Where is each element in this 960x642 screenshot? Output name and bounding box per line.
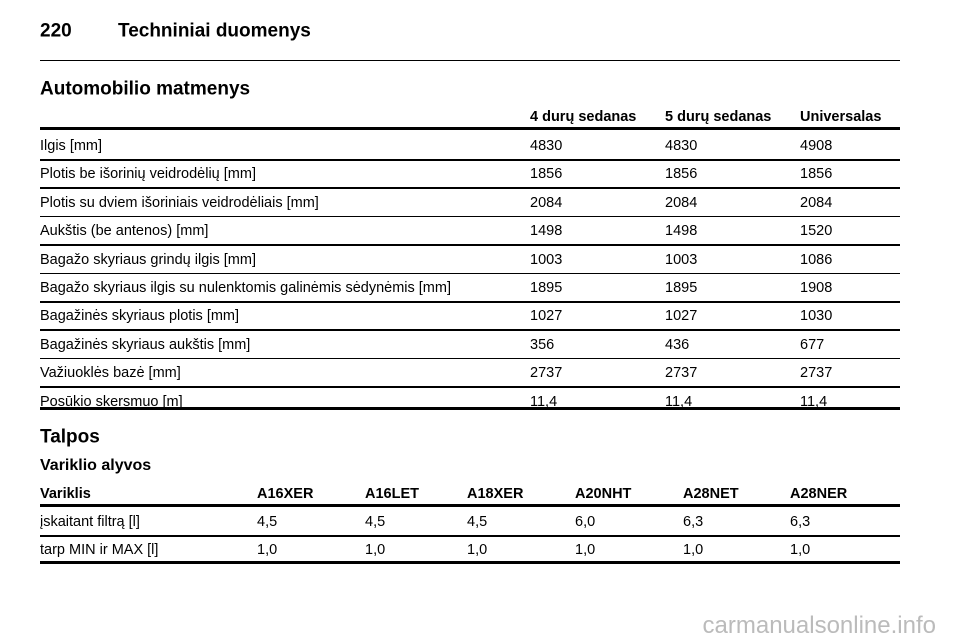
cell-value: 11,4 [530, 393, 558, 410]
page-number: 220 [40, 20, 72, 42]
cell-value: 1,0 [257, 541, 278, 558]
table-rule [40, 386, 900, 388]
cell-value: 1086 [800, 251, 833, 268]
cell-value: 6,0 [575, 513, 596, 530]
row-label: Važiuoklės bazė [mm] [40, 364, 181, 381]
cell-value: 1027 [665, 308, 698, 325]
cell-value: 356 [530, 336, 555, 353]
cell-value: 1895 [530, 279, 563, 296]
cell-value: 1908 [800, 279, 833, 296]
table-rule [40, 272, 900, 275]
table-rule [40, 561, 900, 564]
cell-value: 6,3 [790, 513, 811, 530]
cell-value: 1027 [530, 308, 563, 325]
cell-value: 1,0 [790, 541, 811, 558]
table-rule [40, 535, 900, 537]
cell-value: 677 [800, 336, 825, 353]
cell-value: 4,5 [257, 513, 278, 530]
row-label: Ilgis [mm] [40, 137, 103, 154]
row-label: Bagažinės skyriaus aukštis [mm] [40, 336, 251, 353]
cell-value: 1,0 [365, 541, 386, 558]
cell-value: 6,3 [683, 513, 704, 530]
column-header: Variklis [40, 485, 91, 502]
row-label: Bagažo skyriaus grindų ilgis [mm] [40, 251, 256, 268]
row-label: Posūkio skersmuo [m] [40, 393, 183, 410]
row-label: Bagažinės skyriaus plotis [mm] [40, 308, 240, 325]
row-label: įskaitant filtrą [l] [40, 513, 140, 530]
cell-value: 2737 [530, 364, 563, 381]
section-subtitle: Variklio alyvos [40, 457, 152, 474]
table-rule [40, 215, 900, 218]
table-rule [40, 504, 900, 507]
cell-value: 4,5 [467, 513, 488, 530]
cell-value: 1003 [530, 251, 563, 268]
row-label: Plotis su dviem išoriniais veidrodėliais… [40, 194, 319, 211]
table-rule [40, 159, 900, 161]
cell-value: 1003 [665, 251, 698, 268]
column-header: A16XER [257, 485, 314, 502]
row-label: tarp MIN ir MAX [l] [40, 541, 159, 558]
section-title: Talpos [40, 426, 100, 448]
row-label: Plotis be išorinių veidrodėlių [mm] [40, 166, 256, 183]
cell-value: 2084 [530, 194, 563, 211]
cell-value: 1856 [665, 166, 698, 183]
cell-value: 1030 [800, 308, 833, 325]
cell-value: 1498 [665, 222, 698, 239]
cell-value: 1856 [530, 166, 563, 183]
cell-value: 2737 [800, 364, 833, 381]
cell-value: 1498 [530, 222, 563, 239]
cell-value: 4,5 [365, 513, 386, 530]
cell-value: 1,0 [575, 541, 596, 558]
watermark: carmanualsonline.info [702, 612, 936, 639]
column-header: A28NET [683, 485, 739, 502]
cell-value: 2084 [665, 194, 698, 211]
row-label: Bagažo skyriaus ilgis su nulenktomis gal… [40, 279, 451, 296]
column-header: 4 durų sedanas [530, 108, 637, 125]
table-rule [40, 407, 900, 410]
table-rule [40, 301, 900, 303]
cell-value: 436 [665, 336, 690, 353]
section-title: Automobilio matmenys [40, 78, 251, 100]
table-rule [40, 357, 900, 360]
cell-value: 2084 [800, 194, 833, 211]
column-header: Universalas [800, 108, 882, 125]
column-header: A18XER [467, 485, 524, 502]
page-title: Techniniai duomenys [118, 20, 311, 42]
table-rule [40, 244, 900, 246]
table-rule [40, 329, 900, 331]
column-header: A28NER [790, 485, 848, 502]
table-rule [40, 187, 900, 189]
cell-value: 11,4 [665, 393, 693, 410]
column-header: A20NHT [575, 485, 632, 502]
cell-value: 1,0 [467, 541, 488, 558]
cell-value: 1,0 [683, 541, 704, 558]
column-header: A16LET [365, 485, 419, 502]
cell-value: 4830 [665, 137, 698, 154]
cell-value: 1520 [800, 222, 833, 239]
row-label: Aukštis (be antenos) [mm] [40, 222, 209, 239]
cell-value: 4830 [530, 137, 563, 154]
table-rule [40, 127, 900, 130]
header-rule [40, 60, 900, 61]
cell-value: 1856 [800, 166, 833, 183]
cell-value: 4908 [800, 137, 833, 154]
cell-value: 2737 [665, 364, 698, 381]
column-header: 5 durų sedanas [665, 108, 772, 125]
cell-value: 1895 [665, 279, 698, 296]
cell-value: 11,4 [800, 393, 828, 410]
